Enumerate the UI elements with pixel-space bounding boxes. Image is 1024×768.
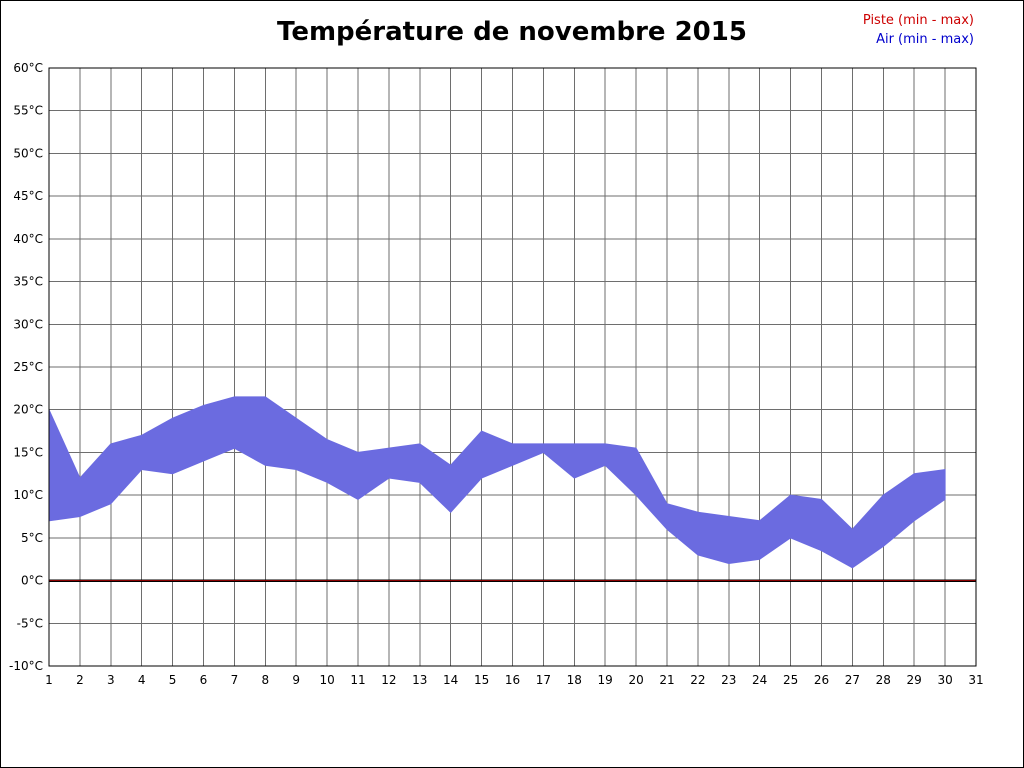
svg-text:5: 5 (169, 673, 177, 687)
svg-text:-10°C: -10°C (9, 659, 43, 673)
svg-text:15: 15 (474, 673, 489, 687)
svg-text:16: 16 (505, 673, 520, 687)
svg-text:25°C: 25°C (13, 360, 43, 374)
svg-text:3: 3 (107, 673, 115, 687)
svg-text:22: 22 (690, 673, 705, 687)
svg-text:13: 13 (412, 673, 427, 687)
svg-text:12: 12 (381, 673, 396, 687)
svg-text:23: 23 (721, 673, 736, 687)
svg-text:4: 4 (138, 673, 146, 687)
svg-text:6: 6 (200, 673, 208, 687)
svg-text:40°C: 40°C (13, 232, 43, 246)
svg-text:20: 20 (628, 673, 643, 687)
svg-text:24: 24 (752, 673, 767, 687)
svg-text:5°C: 5°C (21, 531, 43, 545)
svg-text:0°C: 0°C (21, 574, 43, 588)
svg-text:15°C: 15°C (13, 445, 43, 459)
svg-text:7: 7 (231, 673, 239, 687)
svg-text:19: 19 (598, 673, 613, 687)
svg-text:10°C: 10°C (13, 488, 43, 502)
svg-text:28: 28 (876, 673, 891, 687)
svg-text:21: 21 (659, 673, 674, 687)
svg-text:18: 18 (567, 673, 582, 687)
svg-text:45°C: 45°C (13, 189, 43, 203)
svg-text:55°C: 55°C (13, 104, 43, 118)
svg-text:17: 17 (536, 673, 551, 687)
svg-text:31: 31 (968, 673, 983, 687)
svg-text:14: 14 (443, 673, 458, 687)
svg-text:50°C: 50°C (13, 146, 43, 160)
svg-text:27: 27 (845, 673, 860, 687)
chart-title: Température de novembre 2015 (277, 17, 747, 47)
svg-text:8: 8 (261, 673, 269, 687)
svg-text:2: 2 (76, 673, 84, 687)
legend-item-piste: Piste (min - max) (862, 13, 974, 28)
svg-text:9: 9 (292, 673, 300, 687)
svg-text:30°C: 30°C (13, 317, 43, 331)
svg-text:1: 1 (45, 673, 53, 687)
svg-text:20°C: 20°C (13, 403, 43, 417)
svg-text:-5°C: -5°C (17, 616, 43, 630)
svg-text:35°C: 35°C (13, 275, 43, 289)
svg-text:10: 10 (319, 673, 334, 687)
svg-text:30: 30 (937, 673, 952, 687)
svg-text:11: 11 (350, 673, 365, 687)
svg-text:29: 29 (907, 673, 922, 687)
svg-text:26: 26 (814, 673, 829, 687)
svg-text:25: 25 (783, 673, 798, 687)
legend: Piste (min - max) Air (min - max) (863, 11, 974, 49)
legend-item-air: Air (min - max) (876, 32, 974, 47)
svg-text:60°C: 60°C (13, 61, 43, 75)
